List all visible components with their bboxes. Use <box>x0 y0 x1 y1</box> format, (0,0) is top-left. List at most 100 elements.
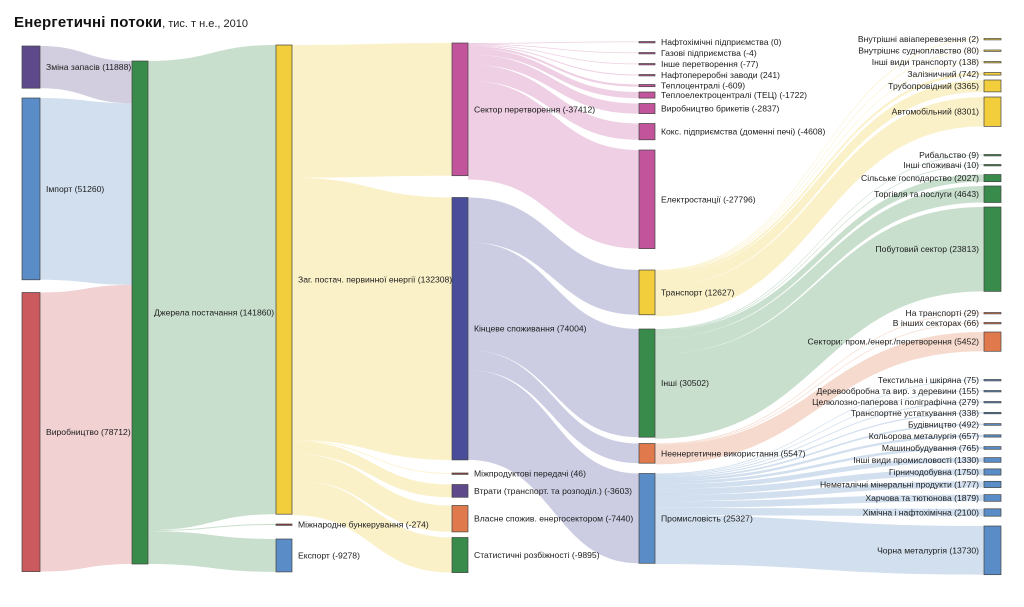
sankey-node-mizhprod[interactable] <box>451 472 469 475</box>
sankey-link-prom-kolorova[interactable] <box>655 434 984 482</box>
sankey-link-prom-tekstyl[interactable] <box>655 379 984 475</box>
sankey-link-kintseve-transport[interactable] <box>468 197 639 315</box>
sankey-link-zag-vlasne[interactable] <box>292 453 452 532</box>
sankey-link-prom-chorna[interactable] <box>655 515 984 575</box>
sankey-node-rybal[interactable] <box>983 154 1002 157</box>
sankey-link-vyrob-dzherela[interactable] <box>40 284 132 572</box>
sankey-node-in_spozh[interactable] <box>983 164 1002 167</box>
sankey-node-vlasne[interactable] <box>451 505 469 533</box>
sankey-link-kintseve-inshi[interactable] <box>468 242 639 438</box>
sankey-link-prom-derevo[interactable] <box>655 390 984 476</box>
sankey-link-prom-khimichna[interactable] <box>655 508 984 517</box>
sankey-link-sektor-koks[interactable] <box>468 64 639 140</box>
sankey-link-prom-inshi_prom[interactable] <box>655 457 984 489</box>
sankey-link-neenerg-sektory_prom[interactable] <box>655 332 984 465</box>
sankey-node-na_transp[interactable] <box>983 312 1002 315</box>
sankey-link-prom-tseliuloza[interactable] <box>655 401 984 477</box>
sankey-node-bunker[interactable] <box>275 523 293 526</box>
sankey-link-zag-stat[interactable] <box>292 480 452 573</box>
sankey-link-prom-kharcho[interactable] <box>655 494 984 508</box>
sankey-link-inshi-pobut[interactable] <box>655 207 984 439</box>
sankey-node-vtraty[interactable] <box>451 484 469 498</box>
sankey-node-sektor[interactable] <box>451 42 469 177</box>
sankey-link-zmina-dzherela[interactable] <box>40 46 132 104</box>
sankey-node-npz[interactable] <box>638 74 656 77</box>
sankey-link-kintseve-neenerg[interactable] <box>468 350 639 464</box>
sankey-link-sektor-inshe_per[interactable] <box>468 44 639 65</box>
sankey-node-naftohim[interactable] <box>638 41 656 44</box>
sankey-node-nemetal[interactable] <box>983 480 1002 488</box>
sankey-link-zag-sektor[interactable] <box>292 43 452 178</box>
sankey-node-sudno[interactable] <box>983 49 1002 52</box>
sankey-link-zag-mizhprod[interactable] <box>292 440 452 474</box>
sankey-link-transport-avia[interactable] <box>655 38 984 271</box>
sankey-link-inshi-silske[interactable] <box>655 174 984 338</box>
sankey-link-zag-vtraty[interactable] <box>292 440 452 498</box>
sankey-link-sektor-teplots[interactable] <box>468 46 639 87</box>
sankey-node-kintseve[interactable] <box>451 197 469 461</box>
sankey-node-mashyno[interactable] <box>983 446 1002 450</box>
sankey-link-sektor-naftohim[interactable] <box>468 41 639 44</box>
sankey-link-inshi-in_spozh[interactable] <box>655 164 984 331</box>
sankey-node-inshi_prom[interactable] <box>983 457 1002 463</box>
sankey-node-stat[interactable] <box>451 537 469 573</box>
sankey-link-prom-transp_ustat[interactable] <box>655 412 984 478</box>
sankey-node-prom[interactable] <box>638 473 656 564</box>
sankey-link-dzherela-export[interactable] <box>148 531 276 572</box>
sankey-node-inshi[interactable] <box>638 328 656 438</box>
sankey-link-zag-kintseve[interactable] <box>292 177 452 460</box>
sankey-node-derevo[interactable] <box>983 390 1002 393</box>
sankey-node-kolorova[interactable] <box>983 434 1002 438</box>
sankey-link-sektor-elektro[interactable] <box>468 80 639 249</box>
sankey-node-kharcho[interactable] <box>983 494 1002 502</box>
sankey-link-prom-hirnycho[interactable] <box>655 468 984 495</box>
sankey-node-neenerg[interactable] <box>638 443 656 464</box>
sankey-node-avto[interactable] <box>983 96 1002 127</box>
sankey-node-import[interactable] <box>21 97 41 281</box>
sankey-link-dzherela-zag[interactable] <box>148 45 276 531</box>
sankey-node-in_transp[interactable] <box>983 61 1002 64</box>
sankey-node-v_inshykh[interactable] <box>983 322 1002 325</box>
sankey-node-koks[interactable] <box>638 123 656 141</box>
sankey-link-sektor-brykety[interactable] <box>468 54 639 114</box>
sankey-link-prom-budiv[interactable] <box>655 423 984 479</box>
sankey-link-transport-in_transp[interactable] <box>655 61 984 273</box>
sankey-node-vyrob[interactable] <box>21 292 41 572</box>
sankey-link-transport-sudno[interactable] <box>655 50 984 272</box>
sankey-node-trubo[interactable] <box>983 79 1002 93</box>
sankey-node-chorna[interactable] <box>983 525 1002 576</box>
sankey-link-sektor-npz[interactable] <box>468 45 639 76</box>
sankey-node-torhivlia[interactable] <box>983 185 1002 203</box>
sankey-link-import-dzherela[interactable] <box>40 98 132 285</box>
sankey-link-sektor-tets[interactable] <box>468 48 639 99</box>
sankey-node-pobut[interactable] <box>983 206 1002 292</box>
sankey-node-export[interactable] <box>275 538 293 573</box>
sankey-node-inshe_per[interactable] <box>638 63 656 66</box>
sankey-link-transport-zalizn[interactable] <box>655 72 984 276</box>
sankey-link-sektor-gazovi[interactable] <box>468 43 639 54</box>
sankey-link-inshi-rybal[interactable] <box>655 154 984 330</box>
sankey-node-elektro[interactable] <box>638 149 656 249</box>
sankey-node-silske[interactable] <box>983 174 1002 183</box>
sankey-link-prom-mashyno[interactable] <box>655 446 984 485</box>
sankey-link-transport-trubo[interactable] <box>655 80 984 287</box>
sankey-node-zmina[interactable] <box>21 45 41 89</box>
sankey-link-inshi-torhivlia[interactable] <box>655 186 984 355</box>
sankey-node-tekstyl[interactable] <box>983 379 1002 382</box>
sankey-node-zalizn[interactable] <box>983 72 1002 76</box>
sankey-node-dzherela[interactable] <box>131 60 149 565</box>
sankey-link-prom-nemetal[interactable] <box>655 481 984 502</box>
sankey-link-transport-avto[interactable] <box>655 97 984 317</box>
sankey-node-zag[interactable] <box>275 44 293 515</box>
sankey-link-neenerg-na_transp[interactable] <box>655 312 984 445</box>
sankey-node-avia[interactable] <box>983 38 1002 41</box>
sankey-node-tseliuloza[interactable] <box>983 401 1002 404</box>
sankey-node-budiv[interactable] <box>983 423 1002 426</box>
sankey-node-brykety[interactable] <box>638 103 656 114</box>
sankey-node-tets[interactable] <box>638 91 656 99</box>
sankey-link-dzherela-bunker[interactable] <box>148 524 276 532</box>
sankey-node-sektory_prom[interactable] <box>983 331 1002 352</box>
sankey-node-teplots[interactable] <box>638 84 656 88</box>
sankey-node-gazovi[interactable] <box>638 52 656 55</box>
sankey-node-transp_ustat[interactable] <box>983 412 1002 415</box>
